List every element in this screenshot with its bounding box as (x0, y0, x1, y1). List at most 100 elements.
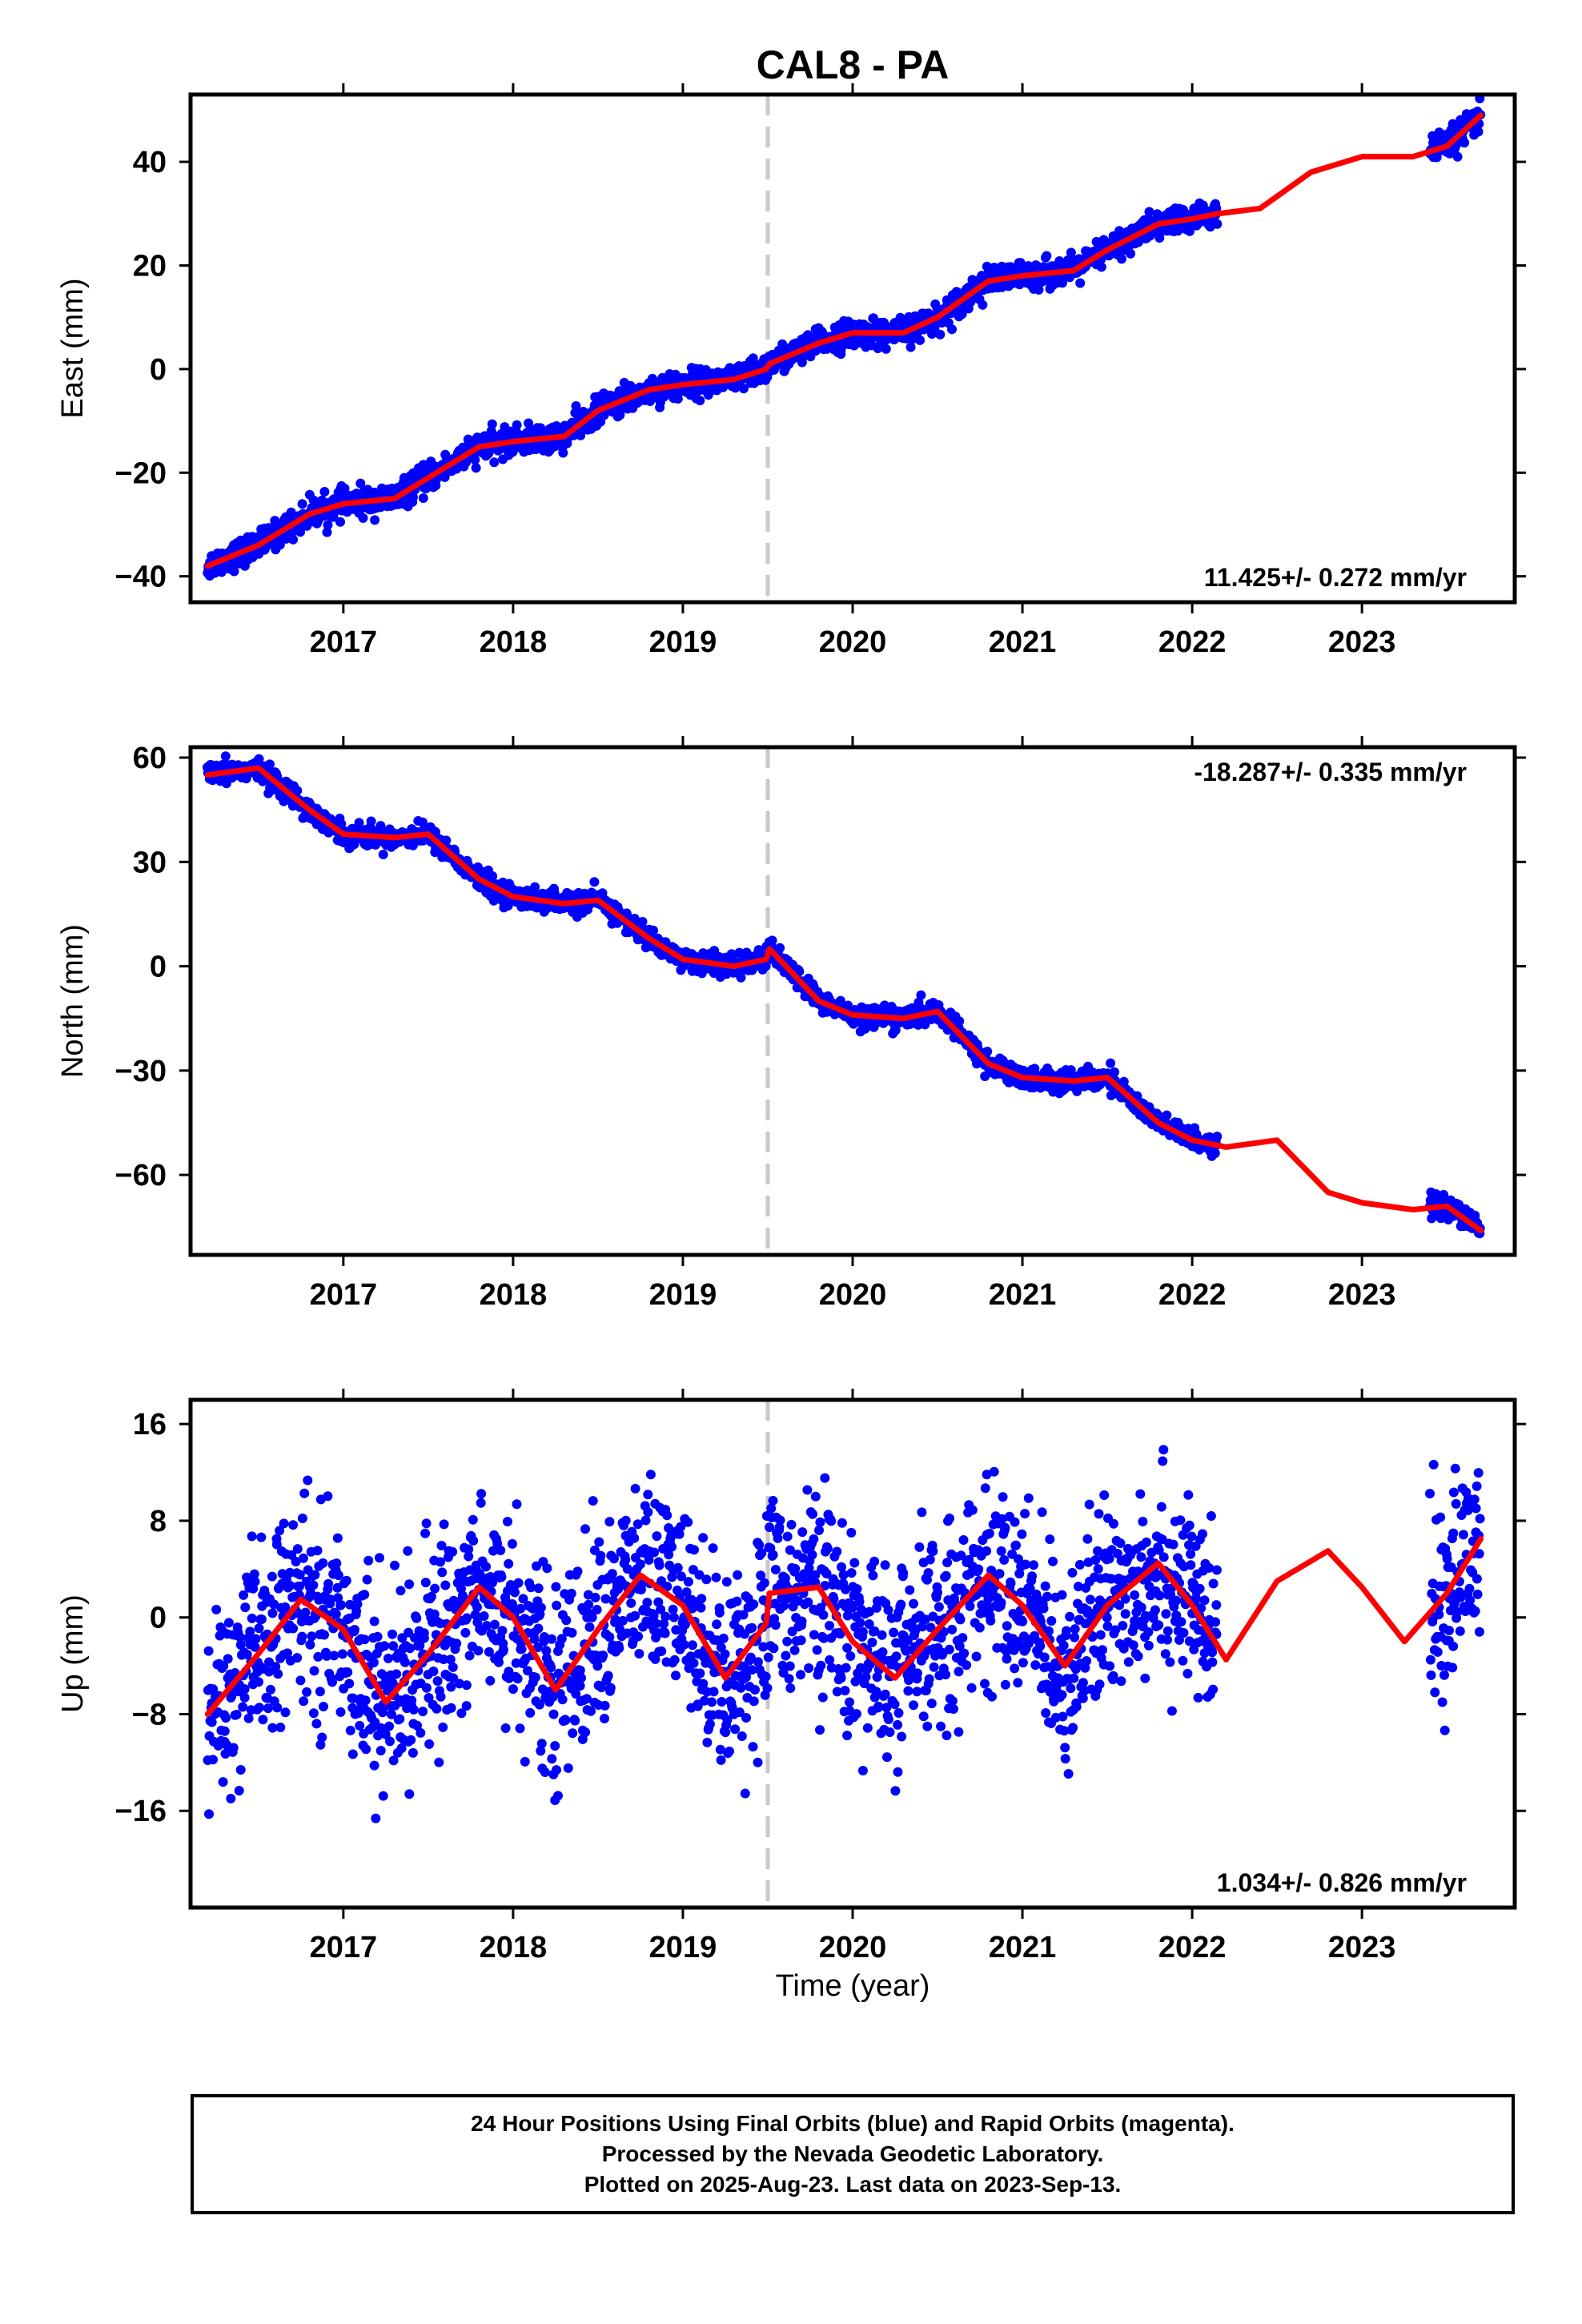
data-point (234, 1786, 244, 1795)
data-point (446, 1703, 456, 1713)
data-point (335, 517, 345, 527)
data-point (1042, 251, 1052, 261)
data-point (487, 419, 497, 429)
y-tick-label: 40 (133, 146, 167, 179)
data-point (1473, 127, 1484, 137)
data-point (250, 1642, 260, 1652)
data-point (220, 1749, 231, 1759)
data-point (243, 1713, 254, 1723)
data-point (418, 1707, 428, 1717)
data-point (673, 394, 683, 404)
data-point (438, 1722, 448, 1732)
data-point (279, 1518, 289, 1529)
data-point (576, 1673, 586, 1683)
x-tick-label: 2022 (1158, 625, 1227, 659)
data-points (203, 1445, 1485, 1823)
data-point (291, 1557, 301, 1566)
data-point (375, 1553, 384, 1563)
data-point (536, 1746, 546, 1756)
data-point (308, 1580, 319, 1590)
data-point (418, 493, 428, 503)
data-point (354, 818, 364, 828)
data-point (461, 1680, 472, 1691)
data-point (331, 1609, 341, 1619)
data-point (400, 1657, 410, 1667)
data-point (275, 1526, 285, 1536)
data-point (377, 1707, 387, 1718)
data-point (226, 1793, 236, 1803)
data-point (1212, 219, 1223, 229)
data-point (264, 1667, 274, 1677)
data-point (322, 1651, 331, 1661)
data-point (207, 1717, 217, 1727)
data-point (494, 1657, 504, 1667)
data-point (223, 1654, 233, 1664)
data-point (359, 1590, 370, 1600)
data-point (267, 1571, 277, 1582)
data-point (470, 1610, 480, 1620)
data-point (238, 1702, 248, 1712)
data-point (323, 520, 333, 530)
data-point (295, 1581, 304, 1591)
data-point (420, 1578, 431, 1588)
data-point (432, 1676, 443, 1687)
data-point (288, 1623, 299, 1634)
data-point (600, 1594, 611, 1604)
data-point (553, 1791, 563, 1801)
x-tick-label: 2020 (819, 625, 887, 659)
data-point (335, 1600, 346, 1610)
data-point (1210, 1148, 1220, 1158)
data-point (508, 1684, 518, 1695)
data-point (247, 1613, 257, 1623)
data-point (228, 1743, 239, 1753)
data-point (446, 1682, 456, 1692)
data-point (341, 1575, 351, 1586)
data-point (547, 1634, 556, 1644)
data-point (488, 1578, 497, 1588)
y-tick-label: 20 (133, 249, 167, 283)
data-point (1452, 151, 1463, 162)
data-point (594, 1537, 604, 1547)
data-point (566, 1588, 576, 1598)
data-point (337, 1649, 347, 1659)
data-point (271, 1539, 282, 1550)
data-point (325, 1594, 335, 1605)
data-point (560, 1715, 571, 1726)
x-tick-label: 2020 (819, 1278, 887, 1312)
data-point (603, 1671, 613, 1681)
data-point (219, 1726, 230, 1736)
data-point (358, 513, 368, 523)
data-point (295, 1570, 305, 1580)
data-point (235, 1765, 246, 1775)
data-point (266, 1684, 275, 1695)
data-point (546, 1663, 556, 1673)
data-point (436, 1691, 446, 1702)
panel-up: 2017 2018 2019 2020 2021 2022 2023−16−80816Up … (56, 1389, 1526, 1964)
data-point (267, 1723, 278, 1733)
data-point (536, 1739, 547, 1749)
rate-label: 11.425+/- 0.272 mm/yr (1204, 563, 1467, 592)
data-point (563, 1763, 573, 1773)
data-point (485, 1675, 496, 1686)
data-point (298, 1553, 308, 1563)
data-point (404, 1579, 415, 1590)
data-point (489, 457, 500, 468)
data-point (736, 972, 746, 983)
data-point (530, 882, 540, 892)
data-point (280, 1602, 291, 1612)
data-point (292, 1653, 303, 1663)
y-tick-label: 0 (150, 353, 167, 387)
data-point (890, 1025, 901, 1035)
data-point (1460, 138, 1470, 148)
data-point (416, 1727, 426, 1738)
chart-title: CAL8 - PA (757, 42, 950, 87)
data-point (588, 1496, 598, 1506)
data-point (360, 1695, 371, 1706)
data-point (576, 430, 586, 440)
data-point (604, 1632, 615, 1642)
data-point (582, 1694, 592, 1704)
data-point (419, 1633, 429, 1643)
panel-east: 2017 2018 2019 2020 2021 2022 2023−40−2002040E… (56, 83, 1526, 659)
data-point (219, 1661, 229, 1671)
data-point (235, 1639, 246, 1650)
